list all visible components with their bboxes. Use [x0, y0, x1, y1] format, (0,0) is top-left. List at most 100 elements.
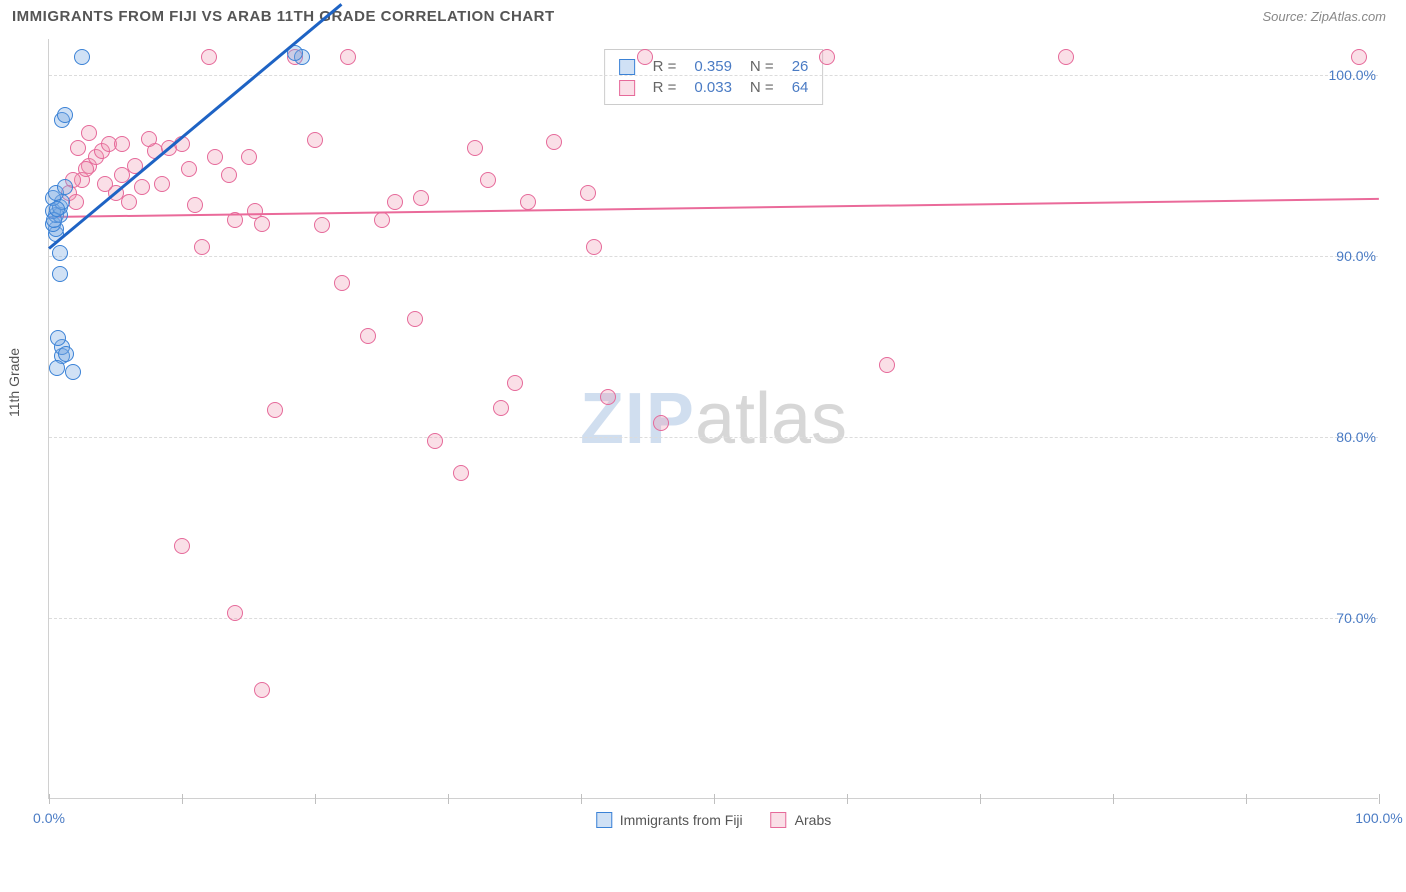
legend-label-arab: Arabs [795, 812, 832, 828]
data-point-arab [114, 136, 130, 152]
chart-area: 11th Grade ZIPatlas R = 0.359 N = 26 R =… [0, 29, 1406, 849]
stat-n-fiji: 26 [792, 58, 809, 75]
y-tick-label: 90.0% [1336, 248, 1380, 264]
data-point-arab [520, 194, 536, 210]
chart-source: Source: ZipAtlas.com [1262, 9, 1386, 24]
bottom-legend: Immigrants from Fiji Arabs [596, 812, 831, 828]
data-point-arab [453, 465, 469, 481]
data-point-arab [254, 682, 270, 698]
swatch-arab-icon [771, 812, 787, 828]
data-point-arab [121, 194, 137, 210]
data-point-arab [227, 605, 243, 621]
gridline [49, 618, 1378, 619]
data-point-arab [154, 176, 170, 192]
gridline [49, 75, 1378, 76]
data-point-arab [407, 311, 423, 327]
x-tick-label: 100.0% [1355, 810, 1402, 826]
data-point-arab [374, 212, 390, 228]
data-point-arab [221, 167, 237, 183]
x-tick [847, 794, 848, 804]
legend-item-arab: Arabs [771, 812, 832, 828]
data-point-fiji [58, 346, 74, 362]
data-point-arab [480, 172, 496, 188]
x-tick [581, 794, 582, 804]
y-tick-label: 100.0% [1329, 67, 1380, 83]
data-point-arab [637, 49, 653, 65]
data-point-arab [467, 140, 483, 156]
x-tick [980, 794, 981, 804]
chart-title: IMMIGRANTS FROM FIJI VS ARAB 11TH GRADE … [12, 8, 555, 25]
x-tick [448, 794, 449, 804]
data-point-arab [207, 149, 223, 165]
x-tick [1379, 794, 1380, 804]
data-point-arab [586, 239, 602, 255]
data-point-arab [174, 538, 190, 554]
data-point-arab [1058, 49, 1074, 65]
data-point-arab [580, 185, 596, 201]
data-point-arab [134, 179, 150, 195]
y-tick-label: 70.0% [1336, 610, 1380, 626]
stat-n-arab: 64 [792, 79, 809, 96]
data-point-arab [340, 49, 356, 65]
data-point-arab [201, 49, 217, 65]
data-point-arab [819, 49, 835, 65]
data-point-arab [181, 161, 197, 177]
data-point-arab [1351, 49, 1367, 65]
data-point-fiji [49, 360, 65, 376]
data-point-arab [493, 400, 509, 416]
gridline [49, 437, 1378, 438]
watermark-atlas: atlas [695, 379, 847, 459]
data-point-arab [334, 275, 350, 291]
data-point-arab [653, 415, 669, 431]
watermark-zip: ZIP [580, 379, 695, 459]
data-point-arab [70, 140, 86, 156]
data-point-arab [360, 328, 376, 344]
data-point-fiji [52, 266, 68, 282]
data-point-arab [314, 217, 330, 233]
data-point-arab [97, 176, 113, 192]
legend-label-fiji: Immigrants from Fiji [620, 812, 743, 828]
stat-r-fiji: 0.359 [694, 58, 732, 75]
data-point-fiji [74, 49, 90, 65]
y-tick-label: 80.0% [1336, 429, 1380, 445]
x-tick [182, 794, 183, 804]
data-point-arab [141, 131, 157, 147]
data-point-arab [267, 402, 283, 418]
data-point-arab [387, 194, 403, 210]
data-point-fiji [57, 179, 73, 195]
swatch-fiji [619, 59, 635, 75]
gridline [49, 256, 1378, 257]
data-point-fiji [49, 201, 65, 217]
swatch-arab [619, 80, 635, 96]
x-tick [1246, 794, 1247, 804]
chart-header: IMMIGRANTS FROM FIJI VS ARAB 11TH GRADE … [0, 0, 1406, 29]
data-point-arab [507, 375, 523, 391]
data-point-arab [241, 149, 257, 165]
data-point-arab [254, 216, 270, 232]
legend-item-fiji: Immigrants from Fiji [596, 812, 743, 828]
data-point-arab [194, 239, 210, 255]
data-point-arab [81, 125, 97, 141]
stats-row-arab: R = 0.033 N = 64 [619, 77, 809, 98]
data-point-arab [600, 389, 616, 405]
data-point-fiji [50, 330, 66, 346]
stat-n-label: N = [750, 58, 774, 75]
data-point-fiji [52, 245, 68, 261]
data-point-arab [187, 197, 203, 213]
x-tick [714, 794, 715, 804]
data-point-arab [427, 433, 443, 449]
x-tick-label: 0.0% [33, 810, 65, 826]
x-tick [49, 794, 50, 804]
plot-region: ZIPatlas R = 0.359 N = 26 R = 0.033 N = … [48, 39, 1378, 799]
data-point-arab [546, 134, 562, 150]
data-point-fiji [65, 364, 81, 380]
data-point-arab [78, 161, 94, 177]
watermark: ZIPatlas [580, 378, 847, 460]
swatch-fiji-icon [596, 812, 612, 828]
data-point-arab [307, 132, 323, 148]
data-point-arab [879, 357, 895, 373]
y-axis-label: 11th Grade [6, 348, 22, 417]
stat-n-label: N = [750, 79, 774, 96]
stat-r-arab: 0.033 [694, 79, 732, 96]
stat-r-label: R = [653, 79, 677, 96]
